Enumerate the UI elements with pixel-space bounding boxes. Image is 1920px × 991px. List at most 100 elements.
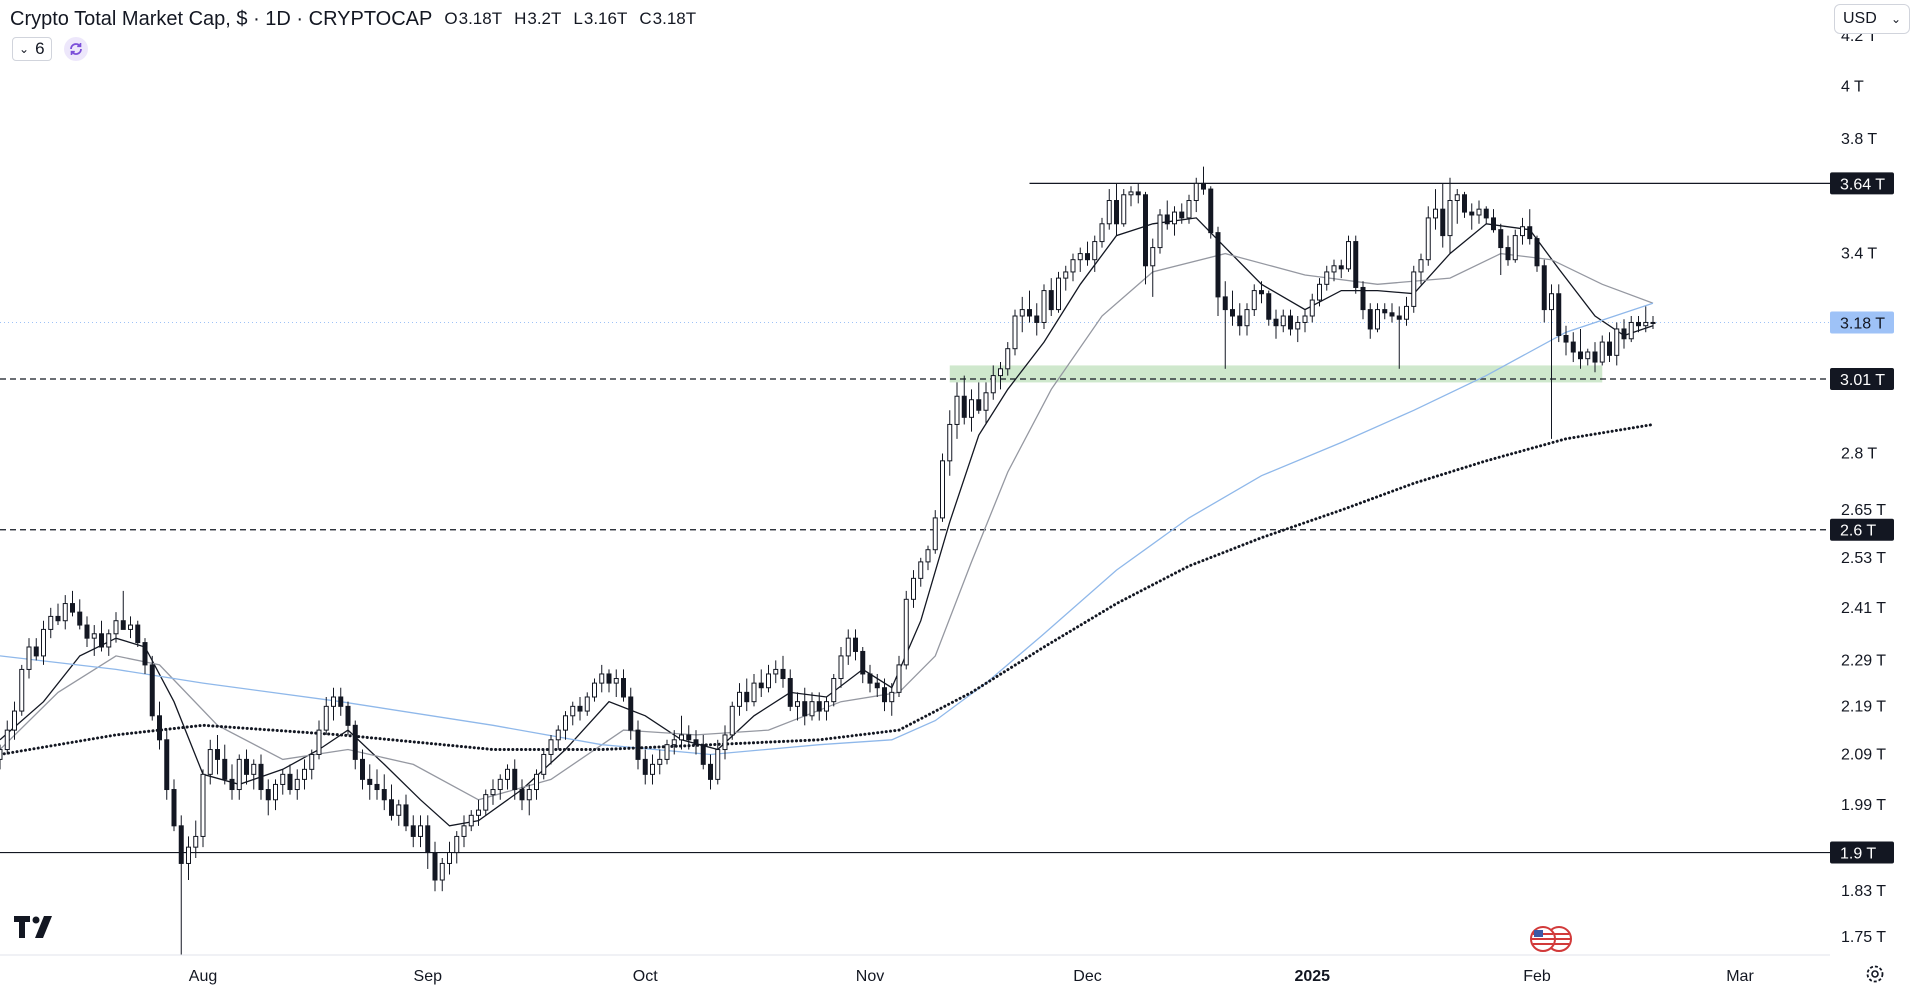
candle[interactable] [1085,241,1090,266]
candle[interactable] [1157,209,1163,254]
candle[interactable] [563,711,568,740]
candle[interactable] [816,692,822,721]
candle[interactable] [193,820,199,858]
candle[interactable] [338,687,344,716]
candle[interactable] [396,799,402,826]
candle[interactable] [787,669,793,712]
candle[interactable] [1476,200,1482,224]
candle[interactable] [961,375,967,425]
candle[interactable] [722,725,728,760]
candle[interactable] [1077,247,1083,272]
candle[interactable] [729,701,735,740]
candle[interactable] [84,616,90,648]
candle[interactable] [737,683,742,716]
candle[interactable] [19,664,25,716]
candle[interactable] [1186,194,1192,224]
candle[interactable] [802,687,808,726]
candle[interactable] [860,647,866,684]
candle[interactable] [1150,238,1156,297]
candle[interactable] [976,382,982,414]
candle[interactable] [309,749,315,780]
candle[interactable] [316,720,322,760]
candle[interactable] [490,779,496,805]
candle[interactable] [918,557,924,587]
level-price-tag[interactable]: 3.01 T [1830,368,1894,391]
moving-average-line[interactable] [0,423,1655,756]
candle[interactable] [1099,217,1105,248]
candle[interactable] [1331,259,1337,282]
support-zone[interactable] [949,365,1603,383]
candle[interactable] [1027,290,1032,323]
candle[interactable] [889,683,895,716]
candle[interactable] [766,664,771,693]
candle[interactable] [200,769,206,848]
candle[interactable] [1382,303,1388,320]
candle[interactable] [903,590,909,670]
level-price-tag[interactable]: 3.64 T [1830,172,1894,195]
candle[interactable] [671,730,677,755]
candle[interactable] [1346,235,1351,272]
candle[interactable] [1135,183,1141,204]
candle[interactable] [1512,229,1518,263]
candle[interactable] [273,779,278,811]
candle[interactable] [251,759,257,790]
candle[interactable] [1302,309,1308,333]
candle[interactable] [1244,303,1250,336]
candle[interactable] [1375,303,1380,333]
candle[interactable] [157,701,162,750]
candle[interactable] [758,669,764,697]
candle[interactable] [497,774,503,800]
candle[interactable] [1128,186,1134,207]
candle[interactable] [171,779,177,832]
candle[interactable] [207,739,213,785]
candle[interactable] [715,739,721,785]
candle[interactable] [1491,209,1496,233]
candle[interactable] [628,687,634,740]
symbol-title[interactable]: Crypto Total Market Cap, $ · 1D · CRYPTO… [10,7,433,30]
us-flag-icon[interactable] [1528,925,1574,958]
candle[interactable] [1599,335,1605,366]
candle[interactable] [360,749,365,790]
candle[interactable] [1585,348,1591,366]
candle[interactable] [1418,253,1424,285]
candle[interactable] [77,599,83,630]
candle[interactable] [483,789,489,816]
candle[interactable] [1288,309,1293,336]
candle[interactable] [331,687,336,721]
candle[interactable] [410,815,416,848]
candle[interactable] [367,764,373,800]
candle[interactable] [1273,309,1279,339]
candle[interactable] [1549,284,1554,439]
candle[interactable] [1309,293,1315,323]
candle[interactable] [1607,332,1612,363]
candle[interactable] [1092,235,1098,272]
candle[interactable] [302,759,307,790]
candle[interactable] [969,389,974,432]
candle[interactable] [940,453,945,522]
candle[interactable] [584,692,590,716]
candle[interactable] [1505,235,1511,266]
candle[interactable] [70,590,75,617]
candle[interactable] [149,655,155,721]
candle[interactable] [1541,259,1547,323]
candle[interactable] [135,620,141,648]
candle[interactable] [222,744,228,785]
candle[interactable] [1012,309,1018,356]
candle[interactable] [744,678,750,712]
candle[interactable] [1005,342,1011,376]
candle[interactable] [824,696,829,721]
gear-icon[interactable] [1864,963,1886,990]
candle[interactable] [62,595,68,630]
candle[interactable] [178,815,184,955]
candle[interactable] [606,669,612,693]
candle[interactable] [1237,303,1243,336]
candle[interactable] [403,794,409,832]
candle[interactable] [1106,189,1112,230]
current-price-tag[interactable]: 3.18 T [1830,311,1894,334]
candle[interactable] [947,410,953,476]
candle[interactable] [389,784,394,821]
candle[interactable] [1259,281,1264,304]
candle[interactable] [548,734,554,765]
candle[interactable] [526,784,532,816]
candle[interactable] [650,754,655,785]
